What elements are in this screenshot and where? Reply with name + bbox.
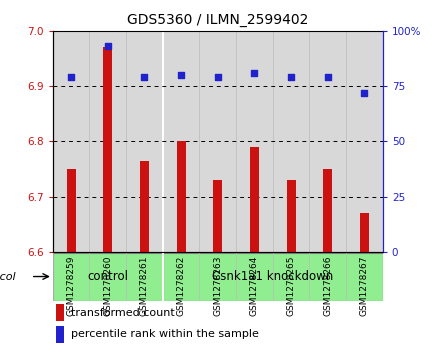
FancyBboxPatch shape (53, 253, 163, 301)
Point (214, 74, 221, 80)
Point (251, 70, 258, 76)
Bar (56, 326, 64, 343)
Text: GSM1278265: GSM1278265 (286, 256, 296, 316)
Bar (56, 304, 64, 321)
Point (324, 74, 331, 80)
Point (104, 44, 111, 49)
Text: GSM1278267: GSM1278267 (360, 256, 369, 316)
Text: GSM1278266: GSM1278266 (323, 256, 332, 316)
Point (178, 72, 185, 78)
Text: GSM1278263: GSM1278263 (213, 256, 222, 316)
Bar (360, 213, 369, 252)
Point (141, 74, 148, 80)
Title: GDS5360 / ILMN_2599402: GDS5360 / ILMN_2599402 (127, 13, 308, 27)
Point (68, 74, 75, 80)
Text: GSM1278261: GSM1278261 (140, 256, 149, 316)
Text: percentile rank within the sample: percentile rank within the sample (71, 329, 259, 339)
Bar (213, 180, 222, 252)
Point (288, 74, 295, 80)
FancyBboxPatch shape (163, 253, 383, 301)
Text: GSM1278259: GSM1278259 (66, 256, 76, 316)
Text: transformed count: transformed count (71, 307, 175, 318)
Text: GSM1278260: GSM1278260 (103, 256, 112, 316)
Bar (323, 169, 332, 252)
Text: protocol: protocol (0, 272, 16, 282)
Point (361, 90, 368, 95)
Text: GSM1278262: GSM1278262 (176, 256, 186, 316)
Text: control: control (87, 270, 128, 283)
Text: GSM1278264: GSM1278264 (250, 256, 259, 316)
Bar (140, 161, 149, 252)
Bar (176, 141, 186, 252)
Bar (66, 169, 76, 252)
Bar (250, 147, 259, 252)
Bar (286, 180, 296, 252)
Text: Csnk1a1 knockdown: Csnk1a1 knockdown (212, 270, 334, 283)
Bar (103, 48, 112, 252)
